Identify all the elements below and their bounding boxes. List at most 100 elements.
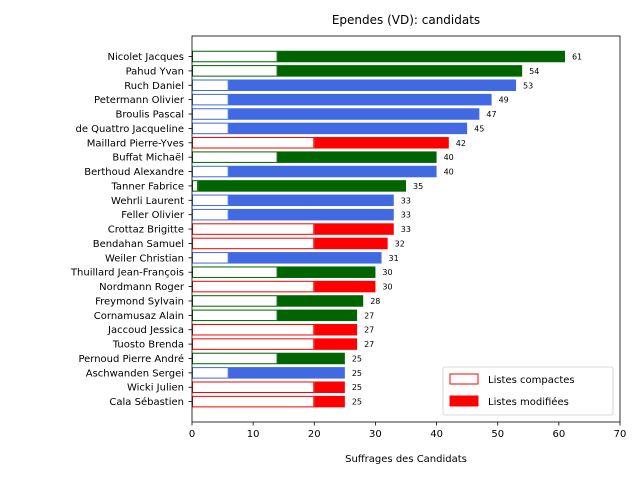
bar-modified [314, 223, 394, 235]
data-label: 32 [395, 239, 405, 248]
bar-modified [314, 280, 376, 293]
bar-modified [228, 93, 492, 106]
bars-layer: 6154534947454240403533333332313030282727… [192, 50, 582, 408]
bar-modified [314, 237, 388, 250]
y-tick-label: Feller Olivier [121, 210, 185, 221]
bar-compact [192, 223, 315, 235]
bar-compact [192, 237, 315, 250]
bar-compact [192, 180, 199, 192]
data-label: 61 [572, 53, 582, 62]
y-axis: Nicolet Jacques Pahud Yvan Ruch Daniel Pete… [70, 52, 192, 408]
y-tick-label: Jaccoud Jessica [107, 325, 184, 336]
bar-modified [228, 122, 468, 135]
data-label: 27 [364, 311, 374, 320]
x-tick-label: 0 [189, 429, 195, 440]
bar-modified [314, 395, 345, 408]
y-tick-label: Crottaz Brigitte [108, 225, 184, 236]
bar-modified [228, 367, 345, 379]
bar-compact [192, 352, 278, 365]
data-label: 54 [529, 67, 539, 76]
bar-compact [192, 194, 229, 207]
y-tick-label: Broulis Pascal [116, 110, 184, 121]
bar-modified [277, 65, 523, 77]
y-tick-label: Pahud Yvan [126, 66, 184, 77]
bar-modified [228, 79, 517, 92]
legend-frame [442, 366, 614, 416]
bar-modified [314, 137, 449, 149]
bar-modified [277, 266, 376, 278]
bar-compact [192, 137, 315, 149]
bar-modified [198, 180, 406, 192]
bar-modified [314, 323, 358, 336]
bar-compact [192, 309, 278, 322]
bar-modified [228, 208, 394, 221]
bar-compact [192, 122, 229, 135]
data-label: 30 [382, 283, 392, 292]
bar-modified [277, 295, 364, 307]
data-label: 45 [474, 124, 484, 133]
y-tick-label: Pernoud Pierre André [78, 353, 184, 365]
y-tick-label: Petermann Olivier [94, 95, 185, 106]
data-label: 25 [352, 398, 362, 407]
bar-compact [192, 93, 229, 106]
y-tick-label: Cornamusaz Alain [94, 311, 184, 322]
y-tick-label: Wicki Julien [127, 383, 184, 394]
x-tick-label: 60 [552, 429, 565, 440]
bar-modified [228, 252, 382, 264]
data-label: 28 [370, 297, 380, 306]
data-label: 33 [401, 225, 411, 234]
bar-compact [192, 50, 278, 63]
y-tick-label: de Quattro Jacqueline [75, 124, 184, 135]
bar-modified [228, 194, 394, 207]
bar-modified [228, 108, 480, 120]
bar-compact [192, 151, 278, 163]
bar-compact [192, 338, 315, 350]
data-label: 40 [444, 168, 454, 177]
bar-modified [277, 151, 437, 163]
x-tick-label: 70 [614, 429, 627, 440]
chart-title: Ependes (VD): candidats [332, 13, 480, 27]
y-tick-label: Bendahan Samuel [93, 239, 184, 250]
data-label: 53 [523, 81, 533, 90]
x-tick-label: 10 [247, 429, 260, 440]
y-tick-label: Tanner Fabrice [110, 181, 184, 192]
legend: Listes compactes Listes modifiées [442, 366, 614, 416]
data-label: 27 [364, 340, 374, 349]
bar-compact [192, 79, 229, 92]
data-label: 25 [352, 383, 362, 392]
x-axis: 0 10 20 30 40 50 60 70 [189, 422, 627, 440]
data-label: 31 [389, 254, 399, 263]
bar-compact [192, 280, 315, 293]
y-tick-label: Berthoud Alexandre [84, 167, 184, 178]
y-tick-label: Nicolet Jacques [107, 52, 184, 63]
bar-modified [228, 165, 437, 178]
bar-compact [192, 266, 278, 278]
data-label: 25 [352, 369, 362, 378]
legend-swatch-compact [449, 373, 479, 385]
x-tick-label: 40 [430, 429, 443, 440]
y-tick-label: Ruch Daniel [124, 81, 184, 92]
bar-compact [192, 381, 315, 393]
data-label: 49 [499, 96, 509, 105]
data-label: 33 [401, 196, 411, 205]
y-tick-label: Aschwanden Sergei [86, 368, 184, 379]
bar-modified [314, 381, 345, 393]
legend-label-compact: Listes compactes [488, 375, 575, 386]
bar-modified [314, 338, 358, 350]
x-tick-label: 20 [308, 429, 321, 440]
bar-modified [277, 352, 345, 365]
data-label: 40 [444, 153, 454, 162]
data-label: 47 [486, 110, 496, 119]
x-tick-label: 50 [491, 429, 504, 440]
y-tick-label: Weiler Christian [105, 253, 184, 264]
bar-compact [192, 165, 229, 178]
x-axis-label: Suffrages des Candidats [345, 454, 467, 465]
y-tick-label: Wehrli Laurent [111, 196, 184, 207]
y-tick-label: Maillard Pierre-Yves [87, 138, 184, 149]
y-tick-label: Tuosto Brenda [112, 340, 184, 351]
bar-compact [192, 208, 229, 221]
bar-modified [277, 309, 358, 322]
y-tick-label: Cala Sébastien [109, 396, 184, 408]
